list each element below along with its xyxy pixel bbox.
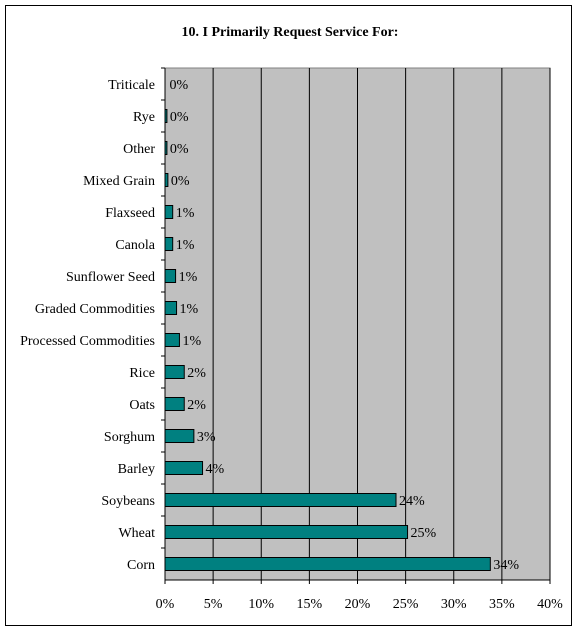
x-tick-label: 5% xyxy=(204,597,223,612)
value-label: 0% xyxy=(170,142,189,157)
category-label: Oats xyxy=(129,398,155,413)
x-tick-label: 30% xyxy=(441,597,467,612)
category-label: Graded Commodities xyxy=(35,302,155,317)
bar xyxy=(164,237,174,251)
value-label: 1% xyxy=(180,302,199,317)
x-tick-label: 15% xyxy=(297,597,323,612)
category-label: Processed Commodities xyxy=(20,334,155,349)
value-label: 1% xyxy=(176,206,195,221)
value-label: 1% xyxy=(176,238,195,253)
category-label: Sorghum xyxy=(104,430,155,445)
category-label: Flaxseed xyxy=(105,206,155,221)
value-label: 1% xyxy=(179,270,198,285)
x-tick-label: 25% xyxy=(393,597,419,612)
plot-area: 0% 5% 10% 15% 20% 25% 30% 35% 40% Triticale 0% Rye 0… xyxy=(20,67,563,612)
bar xyxy=(164,269,177,283)
x-tick-label: 35% xyxy=(489,597,515,612)
bar xyxy=(164,397,185,411)
category-label: Other xyxy=(123,142,155,157)
value-label: 25% xyxy=(411,526,437,541)
value-label: 1% xyxy=(182,334,201,349)
bar xyxy=(164,429,195,443)
category-label: Wheat xyxy=(118,526,155,541)
category-label: Corn xyxy=(127,558,155,573)
category-label: Rye xyxy=(133,110,155,125)
bar xyxy=(164,493,397,507)
category-label: Canola xyxy=(115,238,155,253)
value-label: 34% xyxy=(493,558,519,573)
x-tick-label: 10% xyxy=(248,597,274,612)
category-label: Rice xyxy=(129,366,155,381)
value-label: 2% xyxy=(187,398,206,413)
bar xyxy=(164,525,409,539)
value-label: 0% xyxy=(171,174,190,189)
category-label: Soybeans xyxy=(101,494,155,509)
value-label: 2% xyxy=(187,366,206,381)
bar xyxy=(164,173,169,187)
value-label: 0% xyxy=(170,110,189,125)
bar xyxy=(164,109,168,123)
bar xyxy=(164,557,491,571)
bar xyxy=(164,205,174,219)
category-label: Barley xyxy=(118,462,155,477)
value-label: 3% xyxy=(197,430,216,445)
chart-title: 10. I Primarily Request Service For: xyxy=(182,25,399,40)
value-label: 4% xyxy=(206,462,225,477)
x-tick-label: 40% xyxy=(537,597,563,612)
value-label: 0% xyxy=(170,78,189,93)
category-label: Mixed Grain xyxy=(83,174,155,189)
category-label: Triticale xyxy=(108,78,155,93)
bar xyxy=(164,333,180,347)
x-tick-label: 20% xyxy=(345,597,371,612)
bar xyxy=(164,141,168,155)
bar xyxy=(164,365,185,379)
bar xyxy=(164,301,178,315)
category-label: Sunflower Seed xyxy=(66,270,155,285)
bar xyxy=(164,461,204,475)
x-tick-label: 0% xyxy=(156,597,175,612)
value-label: 24% xyxy=(399,494,425,509)
